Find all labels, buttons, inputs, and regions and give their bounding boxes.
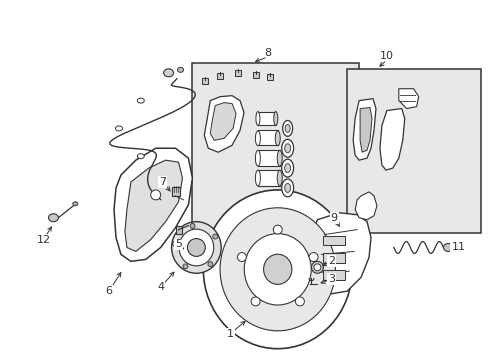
Ellipse shape <box>273 112 277 125</box>
Ellipse shape <box>277 150 282 166</box>
Text: 4: 4 <box>157 282 164 292</box>
Ellipse shape <box>73 202 78 206</box>
Text: 7: 7 <box>159 177 166 187</box>
Ellipse shape <box>137 98 144 103</box>
Ellipse shape <box>277 170 282 186</box>
Text: 1: 1 <box>226 329 233 339</box>
Bar <box>235 70 241 76</box>
Text: 10: 10 <box>379 51 393 61</box>
Ellipse shape <box>281 159 293 177</box>
Ellipse shape <box>313 264 320 271</box>
Ellipse shape <box>255 170 260 186</box>
Ellipse shape <box>220 208 335 331</box>
Ellipse shape <box>281 139 293 157</box>
Bar <box>202 78 208 84</box>
Bar <box>192 63 358 256</box>
Bar <box>257 130 277 145</box>
Ellipse shape <box>207 262 212 267</box>
Ellipse shape <box>187 239 205 256</box>
Text: 5: 5 <box>175 239 182 249</box>
Bar <box>323 235 345 246</box>
Polygon shape <box>359 108 371 152</box>
Bar <box>257 150 279 166</box>
Ellipse shape <box>212 234 217 239</box>
Ellipse shape <box>171 222 221 273</box>
Ellipse shape <box>115 126 122 131</box>
Ellipse shape <box>295 297 304 306</box>
Bar <box>252 72 258 78</box>
Text: 3: 3 <box>327 274 334 284</box>
Ellipse shape <box>179 229 213 266</box>
Ellipse shape <box>177 67 183 72</box>
Text: 8: 8 <box>264 48 271 58</box>
Polygon shape <box>309 213 370 294</box>
Polygon shape <box>210 103 236 140</box>
Ellipse shape <box>443 243 452 251</box>
Ellipse shape <box>284 164 290 172</box>
Ellipse shape <box>172 241 177 246</box>
Polygon shape <box>354 192 376 220</box>
Ellipse shape <box>308 253 317 261</box>
Ellipse shape <box>311 261 323 273</box>
Ellipse shape <box>255 131 260 146</box>
Ellipse shape <box>237 253 246 261</box>
Ellipse shape <box>284 184 290 192</box>
Ellipse shape <box>273 225 282 234</box>
Ellipse shape <box>48 214 59 222</box>
Ellipse shape <box>255 112 259 125</box>
Text: 12: 12 <box>37 234 51 244</box>
Ellipse shape <box>263 254 291 284</box>
Ellipse shape <box>255 150 260 166</box>
Ellipse shape <box>190 224 195 229</box>
Text: 6: 6 <box>105 286 112 296</box>
Bar <box>175 226 182 234</box>
Text: 11: 11 <box>450 243 465 252</box>
Polygon shape <box>124 160 182 251</box>
Bar <box>257 170 279 186</box>
Ellipse shape <box>150 190 161 200</box>
Bar <box>323 253 345 264</box>
Polygon shape <box>398 89 418 109</box>
Text: 2: 2 <box>327 256 334 266</box>
Ellipse shape <box>251 297 260 306</box>
Bar <box>217 73 223 79</box>
Text: 9: 9 <box>330 213 337 223</box>
Bar <box>257 112 275 125</box>
Bar <box>346 69 480 233</box>
Polygon shape <box>204 96 244 152</box>
Polygon shape <box>352 99 375 160</box>
Ellipse shape <box>284 144 290 153</box>
Ellipse shape <box>163 69 173 77</box>
Bar <box>266 74 272 80</box>
Bar <box>171 187 179 196</box>
Bar <box>323 270 345 280</box>
Ellipse shape <box>285 125 289 132</box>
Ellipse shape <box>203 190 351 349</box>
Ellipse shape <box>275 131 280 146</box>
Ellipse shape <box>183 264 187 269</box>
Ellipse shape <box>281 179 293 197</box>
Ellipse shape <box>137 154 144 159</box>
Ellipse shape <box>244 234 310 305</box>
Polygon shape <box>114 148 192 261</box>
Ellipse shape <box>282 121 292 136</box>
Polygon shape <box>379 109 404 170</box>
